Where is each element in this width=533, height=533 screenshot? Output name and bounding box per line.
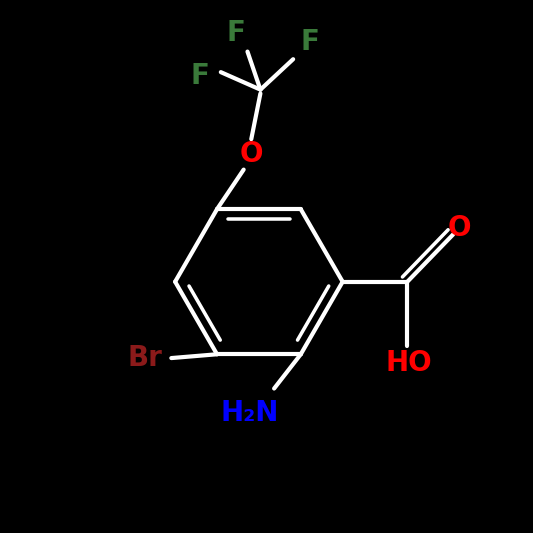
- Text: Br: Br: [127, 344, 162, 372]
- Text: O: O: [239, 140, 263, 168]
- Text: HO: HO: [385, 349, 432, 377]
- Text: F: F: [301, 28, 319, 56]
- Text: F: F: [227, 19, 246, 46]
- Text: O: O: [447, 214, 471, 243]
- Text: H₂N: H₂N: [221, 399, 279, 427]
- Text: F: F: [190, 62, 209, 90]
